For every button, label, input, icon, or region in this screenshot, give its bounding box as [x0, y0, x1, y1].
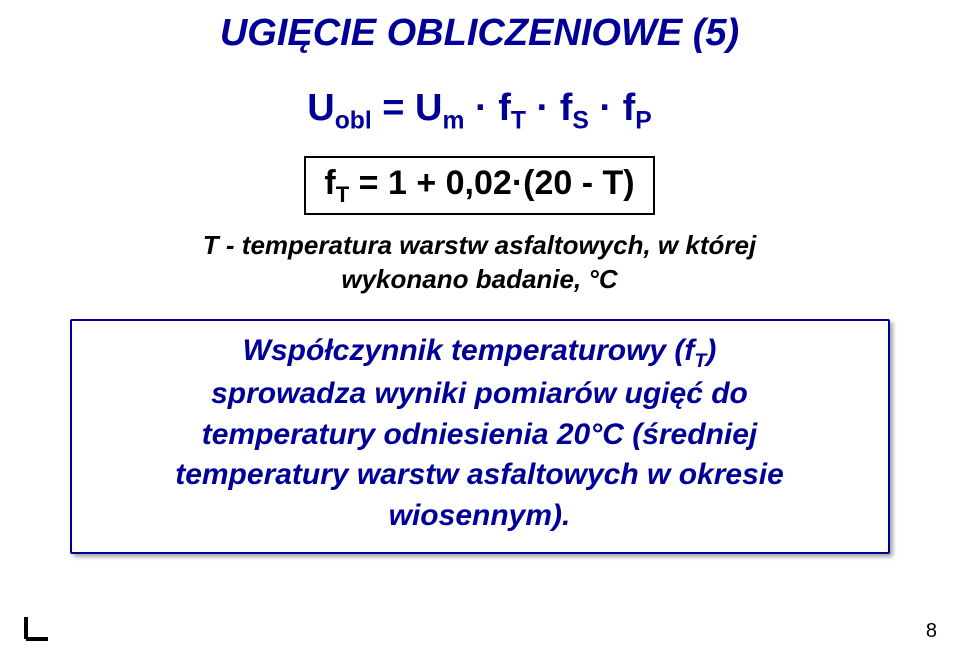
formula-main: Uobl = Um · fT · fS · fP	[0, 87, 959, 136]
page-title: UGIĘCIE OBLICZENIOWE (5)	[0, 0, 959, 55]
formula-box-wrap: fT = 1 + 0,02·(20 - T)	[0, 156, 959, 216]
info-line-3: temperatury odniesienia 20°C (średniej	[92, 415, 868, 456]
corner-mark-path	[26, 617, 48, 639]
caption-block: T - temperatura warstw asfaltowych, w kt…	[0, 229, 959, 297]
info-box: Współczynnik temperaturowy (fT) sprowadz…	[70, 319, 890, 554]
caption-line-1: T - temperatura warstw asfaltowych, w kt…	[0, 229, 959, 263]
corner-mark-icon	[22, 613, 52, 643]
info-line-5: wiosennym).	[92, 496, 868, 537]
caption-line-2: wykonano badanie, °C	[0, 263, 959, 297]
info-line-2: sprowadza wyniki pomiarów ugięć do	[92, 374, 868, 415]
formula-box: fT = 1 + 0,02·(20 - T)	[304, 156, 654, 216]
info-line-1: Współczynnik temperaturowy (fT)	[92, 331, 868, 374]
info-line-4: temperatury warstw asfaltowych w okresie	[92, 455, 868, 496]
page-number: 8	[926, 620, 937, 643]
